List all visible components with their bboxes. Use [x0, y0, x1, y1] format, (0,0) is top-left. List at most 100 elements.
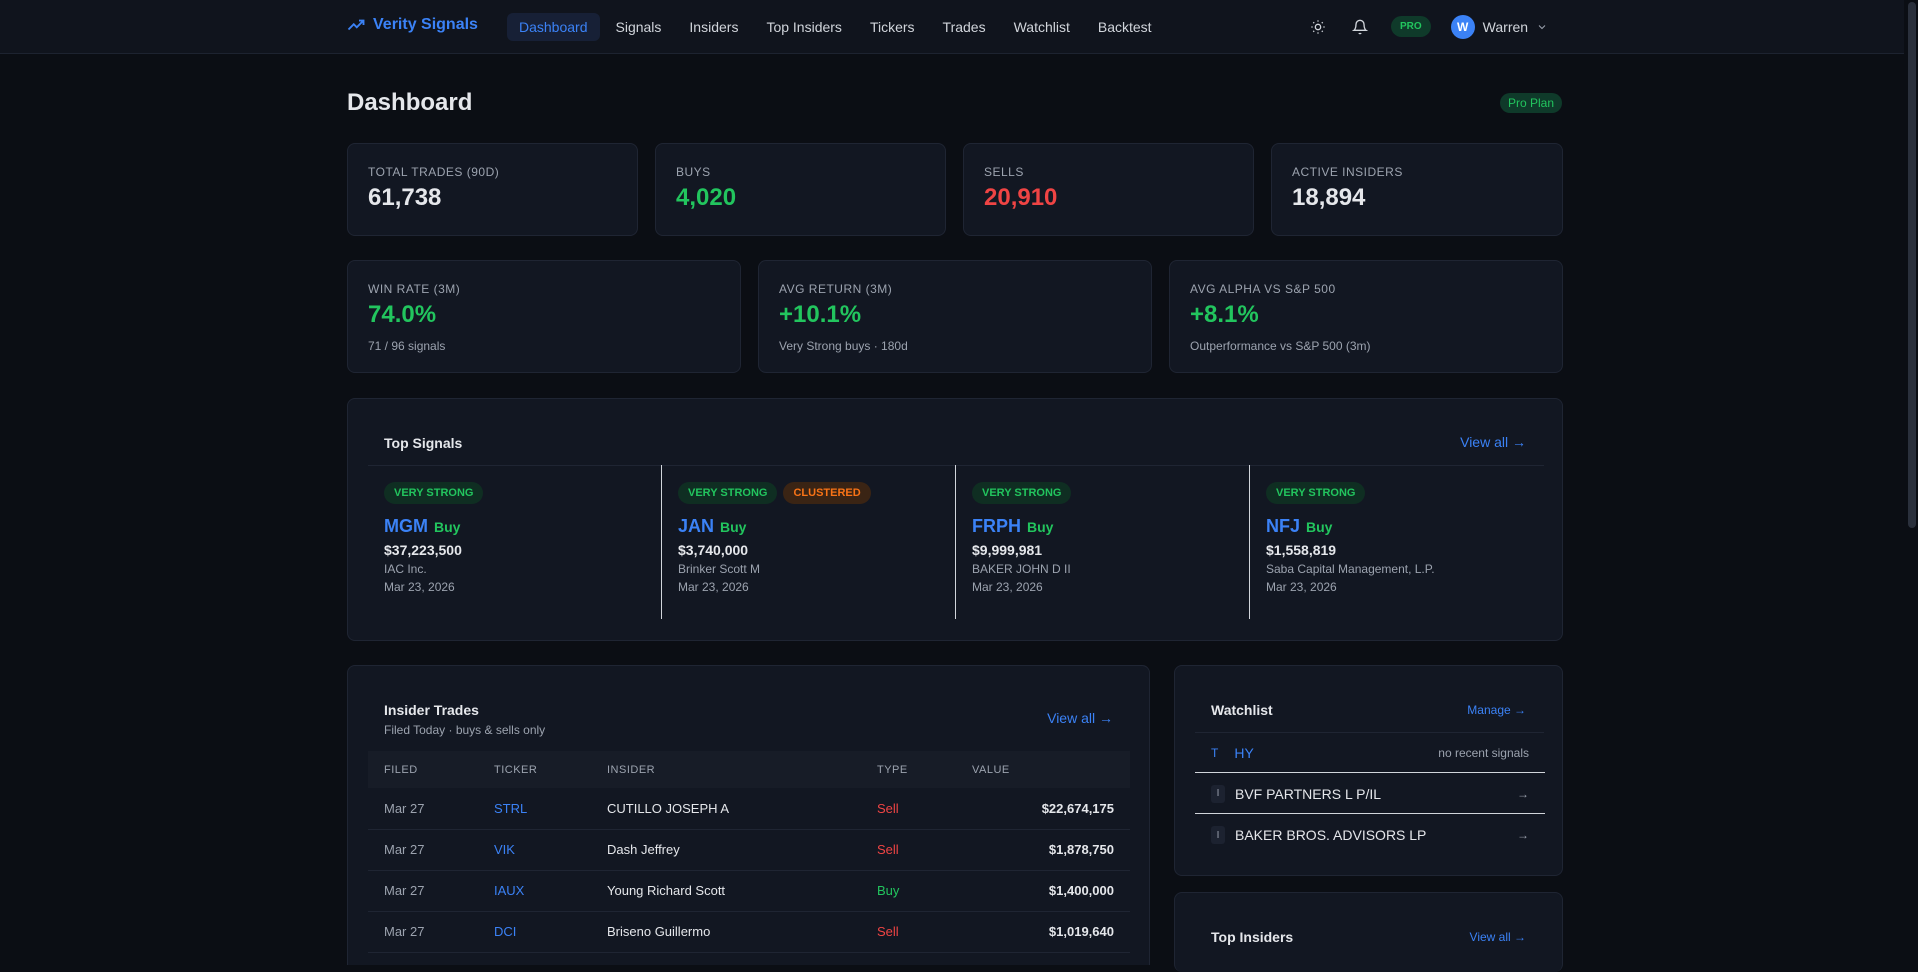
divider: [368, 465, 1544, 466]
stat-value: 61,738: [368, 184, 442, 211]
stat-sub: Very Strong buys · 180d: [779, 339, 908, 353]
signal-ticker[interactable]: MGM: [384, 516, 428, 536]
insider-cell[interactable]: CUTILLO JOSEPH A: [591, 788, 861, 830]
signal-card-mgm[interactable]: VERY STRONG MGM Buy $37,223,500 IAC Inc. …: [384, 465, 678, 619]
watchlist-insider[interactable]: BAKER BROS. ADVISORS LP: [1235, 827, 1427, 843]
stat-label: TOTAL TRADES (90D): [368, 165, 500, 179]
very-strong-badge: VERY STRONG: [1266, 482, 1366, 504]
insider-cell[interactable]: Young Richard Scott: [591, 870, 861, 912]
perf-card-win-rate: WIN RATE (3M) 74.0% 71 / 96 signals: [347, 260, 741, 373]
insider-cell[interactable]: Dash Jeffrey: [591, 829, 861, 871]
watchlist-item[interactable]: I BAKER BROS. ADVISORS LP →: [1195, 815, 1545, 855]
filed-cell: Mar 27: [368, 829, 478, 871]
very-strong-badge: VERY STRONG: [678, 482, 778, 504]
signal-card-nfj[interactable]: VERY STRONG NFJ Buy $1,558,819 Saba Capit…: [1266, 465, 1560, 619]
nav-insiders[interactable]: Insiders: [689, 19, 739, 35]
ticker-link[interactable]: DCI: [478, 911, 591, 953]
signal-value: $3,740,000: [678, 542, 749, 558]
signal-insider: Brinker Scott M: [678, 562, 761, 576]
main-nav: Dashboard Signals Insiders Top Insiders …: [507, 13, 1164, 41]
signal-type: Buy: [1027, 519, 1054, 535]
column-header[interactable]: VALUE: [956, 751, 1130, 788]
user-menu[interactable]: W Warren: [1450, 14, 1548, 39]
stat-value: +10.1%: [779, 301, 862, 328]
sun-icon[interactable]: [1307, 16, 1329, 38]
divider: [1249, 465, 1250, 619]
signal-card-jan[interactable]: VERY STRONG CLUSTERED JAN Buy $3,740,000 B…: [678, 465, 972, 619]
watchlist-insider[interactable]: BVF PARTNERS L P/IL: [1235, 785, 1382, 802]
table-row[interactable]: Mar 27 STRL CUTILLO JOSEPH A Sell $22,67…: [368, 788, 1130, 830]
very-strong-badge: VERY STRONG: [972, 482, 1072, 504]
signal-ticker[interactable]: NFJ: [1266, 516, 1301, 536]
nav-tickers[interactable]: Tickers: [869, 19, 915, 35]
stat-label: AVG RETURN (3M): [779, 282, 893, 296]
signal-type: Buy: [434, 519, 461, 535]
watchlist-ticker[interactable]: HY: [1234, 744, 1254, 761]
top-navbar: Verity Signals Dashboard Signals Insider…: [0, 0, 1904, 54]
filed-cell: Mar 27: [368, 870, 478, 912]
signal-date: Mar 23, 2026: [384, 580, 455, 594]
watchlist-note: no recent signals: [1438, 745, 1529, 760]
plan-badge: Pro Plan: [1500, 93, 1563, 113]
stat-sub: Outperformance vs S&P 500 (3m): [1190, 339, 1371, 353]
column-header[interactable]: INSIDER: [591, 751, 861, 788]
arrow-right-icon[interactable]: →: [1517, 786, 1529, 801]
arrow-right-icon[interactable]: →: [1517, 828, 1529, 842]
stat-label: ACTIVE INSIDERS: [1292, 165, 1403, 179]
ticker-link[interactable]: STRL: [478, 788, 591, 830]
nav-backtest[interactable]: Backtest: [1097, 19, 1152, 35]
stat-card-buys: BUYS 4,020: [655, 143, 946, 236]
ticker-type-icon: T: [1211, 745, 1219, 760]
nav-watchlist[interactable]: Watchlist: [1013, 19, 1070, 35]
stat-card-active-insiders: ACTIVE INSIDERS 18,894: [1271, 143, 1563, 236]
signal-date: Mar 23, 2026: [1266, 580, 1337, 594]
type-cell: Sell: [861, 829, 956, 871]
nav-trades[interactable]: Trades: [942, 19, 986, 35]
insider-type-icon: I: [1211, 826, 1225, 844]
signal-ticker[interactable]: FRPH: [972, 516, 1021, 536]
stat-value: 20,910: [984, 184, 1058, 211]
watchlist-item[interactable]: I BVF PARTNERS L P/IL →: [1195, 774, 1545, 814]
insider-cell[interactable]: Briseno Guillermo: [591, 911, 861, 953]
type-cell: Sell: [861, 788, 956, 830]
brand-name: Verity Signals: [373, 16, 478, 33]
column-header[interactable]: FILED: [368, 751, 478, 788]
watchlist-item[interactable]: T HY no recent signals: [1195, 733, 1545, 773]
view-all-insiders-link[interactable]: View all →: [1469, 930, 1526, 944]
section-title: Top Insiders: [1211, 929, 1294, 945]
divider: [1195, 732, 1544, 733]
ticker-link[interactable]: VIK: [478, 829, 591, 871]
top-insiders-card: Top Insiders View all →: [1174, 892, 1563, 972]
insider-trades-card: Insider Trades Filed Today · buys & sell…: [347, 665, 1150, 965]
perf-card-avg-return: AVG RETURN (3M) +10.1% Very Strong buys …: [758, 260, 1152, 373]
scroll-thumb[interactable]: [1908, 2, 1916, 528]
view-all-signals-link[interactable]: View all →: [1460, 434, 1526, 450]
column-header[interactable]: TYPE: [861, 751, 956, 788]
table-row[interactable]: Mar 27 DCI Briseno Guillermo Sell $1,019…: [368, 911, 1130, 953]
stat-sub: 71 / 96 signals: [368, 339, 446, 353]
nav-signals[interactable]: Signals: [615, 19, 662, 35]
value-cell: $1,878,750: [956, 829, 1130, 871]
signal-date: Mar 23, 2026: [972, 580, 1043, 594]
signal-ticker[interactable]: JAN: [678, 516, 715, 536]
table-row[interactable]: Mar 27 IAUX Young Richard Scott Buy $1,4…: [368, 870, 1130, 912]
header-tools: PRO W Warren: [1307, 13, 1548, 40]
section-title: Top Signals: [384, 435, 463, 451]
divider: [955, 465, 956, 619]
ticker-link[interactable]: IAUX: [478, 870, 591, 912]
table-row[interactable]: Mar 27 VIK Dash Jeffrey Sell $1,878,750: [368, 829, 1130, 871]
bell-icon[interactable]: [1349, 16, 1371, 38]
section-title: Insider Trades: [384, 702, 479, 718]
brand-logo[interactable]: Verity Signals: [347, 16, 478, 34]
value-cell: $22,674,175: [956, 788, 1130, 830]
view-all-trades-link[interactable]: View all →: [1047, 710, 1113, 726]
signal-card-frph[interactable]: VERY STRONG FRPH Buy $9,999,981 BAKER JOH…: [972, 465, 1266, 619]
column-header[interactable]: TICKER: [478, 751, 591, 788]
trend-chart-icon: [347, 19, 365, 31]
signal-value: $9,999,981: [972, 542, 1043, 558]
manage-watchlist-link[interactable]: Manage →: [1467, 703, 1526, 717]
user-name: Warren: [1482, 18, 1529, 35]
nav-dashboard[interactable]: Dashboard: [507, 13, 600, 41]
nav-top-insiders[interactable]: Top Insiders: [766, 19, 842, 35]
page-scrollbar[interactable]: [1904, 0, 1918, 958]
